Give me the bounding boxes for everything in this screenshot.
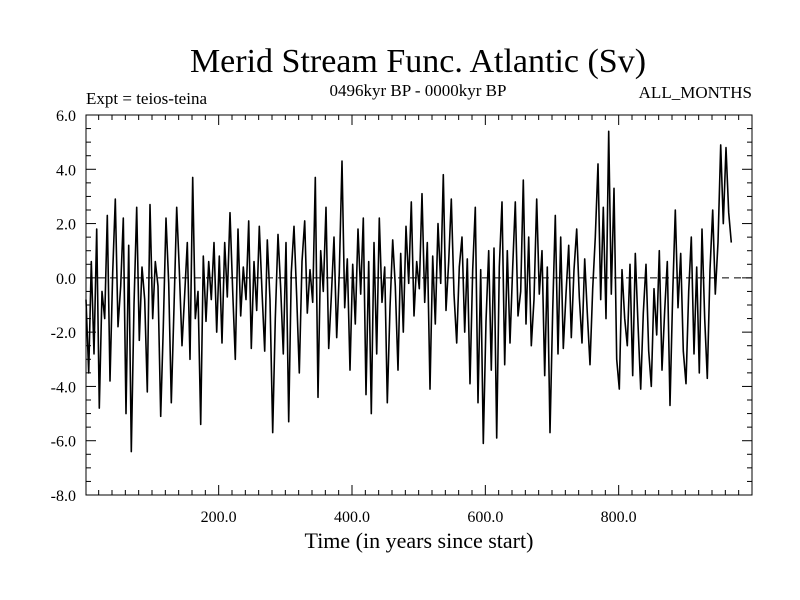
- experiment-label: Expt = teios-teina: [86, 89, 207, 108]
- chart-title: Merid Stream Func. Atlantic (Sv): [190, 43, 646, 80]
- y-tick-label: -2.0: [51, 325, 76, 342]
- y-tick-label: -4.0: [51, 379, 76, 396]
- months-label: ALL_MONTHS: [639, 83, 752, 102]
- y-tick-label: 2.0: [56, 217, 76, 234]
- plot-frame: [85, 114, 753, 496]
- x-tick-label: 600.0: [467, 509, 503, 526]
- y-tick-label: 0.0: [56, 271, 76, 288]
- series-group: [85, 130, 733, 453]
- x-tick-label: 800.0: [601, 509, 637, 526]
- y-tick-label: 6.0: [56, 108, 76, 125]
- y-tick-label: -8.0: [51, 488, 76, 505]
- x-axis-label: Time (in years since start): [305, 528, 534, 553]
- y-tick-label: -6.0: [51, 434, 76, 451]
- series-line-0: [85, 130, 733, 453]
- y-tick-label: 4.0: [56, 162, 76, 179]
- y-tick-labels: -8.0 -6.0 -4.0 -2.0 0.0 2.0 4.0 6.0: [51, 108, 76, 505]
- period-label: 0496kyr BP - 0000kyr BP: [330, 81, 507, 100]
- x-tick-label: 400.0: [334, 509, 370, 526]
- x-tick-label: 200.0: [201, 509, 237, 526]
- x-tick-labels: 200.0 400.0 600.0 800.0: [201, 509, 637, 526]
